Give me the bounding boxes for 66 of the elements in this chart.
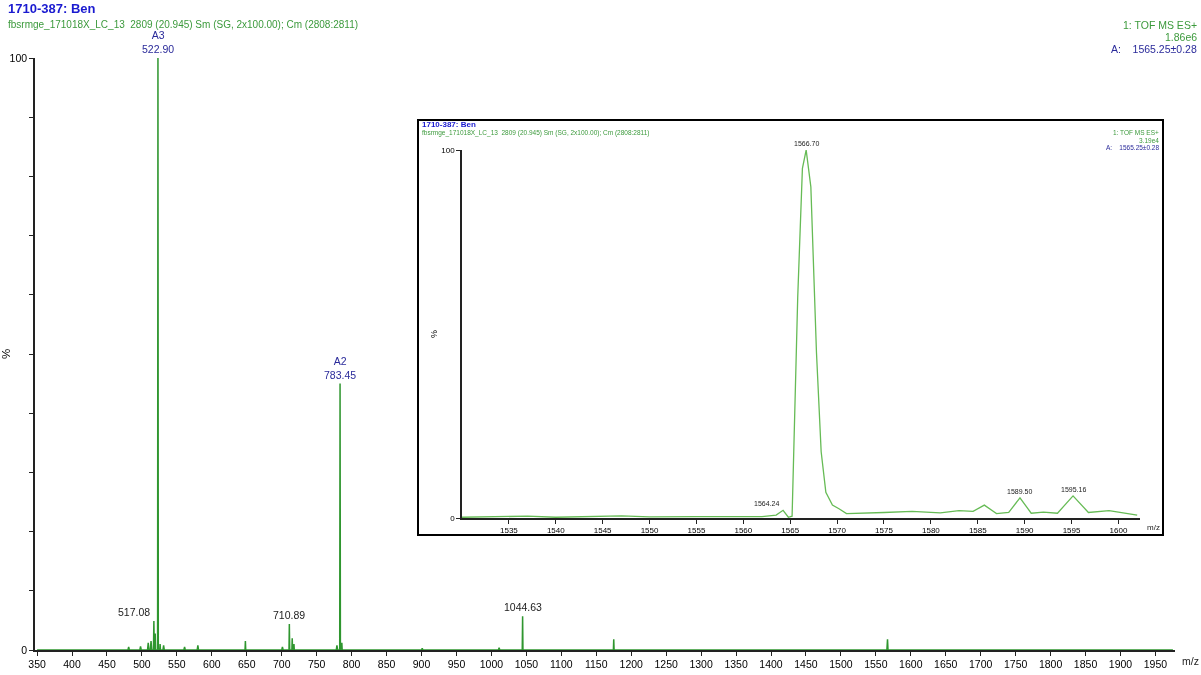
- x-tick-label: 1750: [1003, 658, 1028, 671]
- x-tick-label: 750: [307, 658, 326, 671]
- x-tick-label: 1575: [875, 526, 894, 536]
- x-tick-label: 1585: [968, 526, 988, 536]
- x-tick-label: 1600: [899, 658, 923, 671]
- x-tick-label: 1950: [1143, 658, 1168, 671]
- x-tick-label: 900: [412, 658, 431, 671]
- y-tick-label: 100: [441, 145, 456, 155]
- x-tick-label: 1545: [593, 526, 613, 536]
- x-tick-label: 1560: [734, 526, 753, 536]
- x-tick-label: 1400: [759, 658, 783, 671]
- x-tick-label: 1555: [687, 526, 706, 536]
- text: A: 1565.25±0.28: [1111, 43, 1197, 55]
- x-tick-label: 650: [238, 658, 256, 671]
- x-tick-label: 1550: [640, 526, 659, 536]
- x-tick-label: 1250: [654, 658, 678, 671]
- annotation: 710.89: [273, 609, 306, 621]
- annotation: A3 522.90: [142, 29, 175, 55]
- x-tick-label: 1100: [550, 658, 573, 671]
- x-axis-title: m/z: [1147, 523, 1160, 532]
- x-tick-label: 1600: [1109, 526, 1128, 536]
- x-tick-label: 1650: [934, 658, 958, 671]
- chart-title: 1710-387: Ben: [8, 1, 96, 16]
- x-tick-label: 600: [203, 658, 221, 671]
- x-tick-label: 800: [342, 658, 361, 671]
- text: 1.86e6: [1165, 31, 1198, 43]
- x-tick-label: 1150: [584, 658, 608, 671]
- x-tick-label: 1050: [514, 658, 539, 671]
- y-axis-title: %: [429, 329, 440, 339]
- chart-subtitle: fbsrmge_171018X_LC_13 2809 (20.945) Sm (SG, 2x100.00); Cm (2808:2811): [8, 19, 359, 30]
- x-tick-label: 850: [377, 658, 396, 671]
- x-axis-title: m/z: [1182, 655, 1199, 667]
- x-tick-label: 1850: [1073, 658, 1098, 671]
- text: 1: TOF MS ES+: [1123, 19, 1198, 31]
- annotation: A2 783.45: [324, 355, 357, 381]
- x-tick-label: 500: [133, 658, 151, 671]
- x-tick-label: 350: [28, 658, 47, 671]
- y-tick-label: 0: [450, 513, 456, 523]
- x-tick-label: 400: [63, 658, 81, 671]
- x-tick-label: 1700: [969, 658, 993, 671]
- x-tick-label: 1550: [864, 658, 888, 671]
- x-tick-label: 1300: [689, 658, 713, 671]
- x-tick-label: 550: [168, 658, 186, 671]
- y-axis-title: %: [0, 348, 12, 360]
- x-tick-label: 700: [272, 658, 291, 671]
- x-tick-label: 950: [447, 658, 466, 671]
- x-tick-label: 1200: [619, 658, 644, 671]
- x-tick-label: 1595: [1062, 526, 1081, 536]
- x-tick-label: 1535: [499, 526, 519, 536]
- x-tick-label: 1565: [781, 526, 800, 536]
- x-tick-label: 1590: [1015, 526, 1035, 536]
- annotation: 517.08: [118, 606, 151, 618]
- y-tick-label: 100: [9, 51, 28, 64]
- x-tick-label: 1900: [1108, 658, 1133, 671]
- x-tick-label: 1450: [794, 658, 818, 671]
- x-tick-label: 1800: [1038, 658, 1063, 671]
- x-tick-label: 1500: [829, 658, 853, 671]
- x-tick-label: 1350: [724, 658, 748, 671]
- x-tick-label: 1000: [479, 658, 504, 671]
- chart-title: 1710-387: Ben: [422, 120, 476, 129]
- x-tick-label: 450: [98, 658, 116, 671]
- annotation: 1044.63: [504, 601, 543, 613]
- x-tick-label: 1540: [546, 526, 566, 536]
- x-tick-label: 1570: [828, 526, 847, 536]
- y-tick-label: 0: [21, 643, 28, 656]
- x-tick-label: 1580: [921, 526, 941, 536]
